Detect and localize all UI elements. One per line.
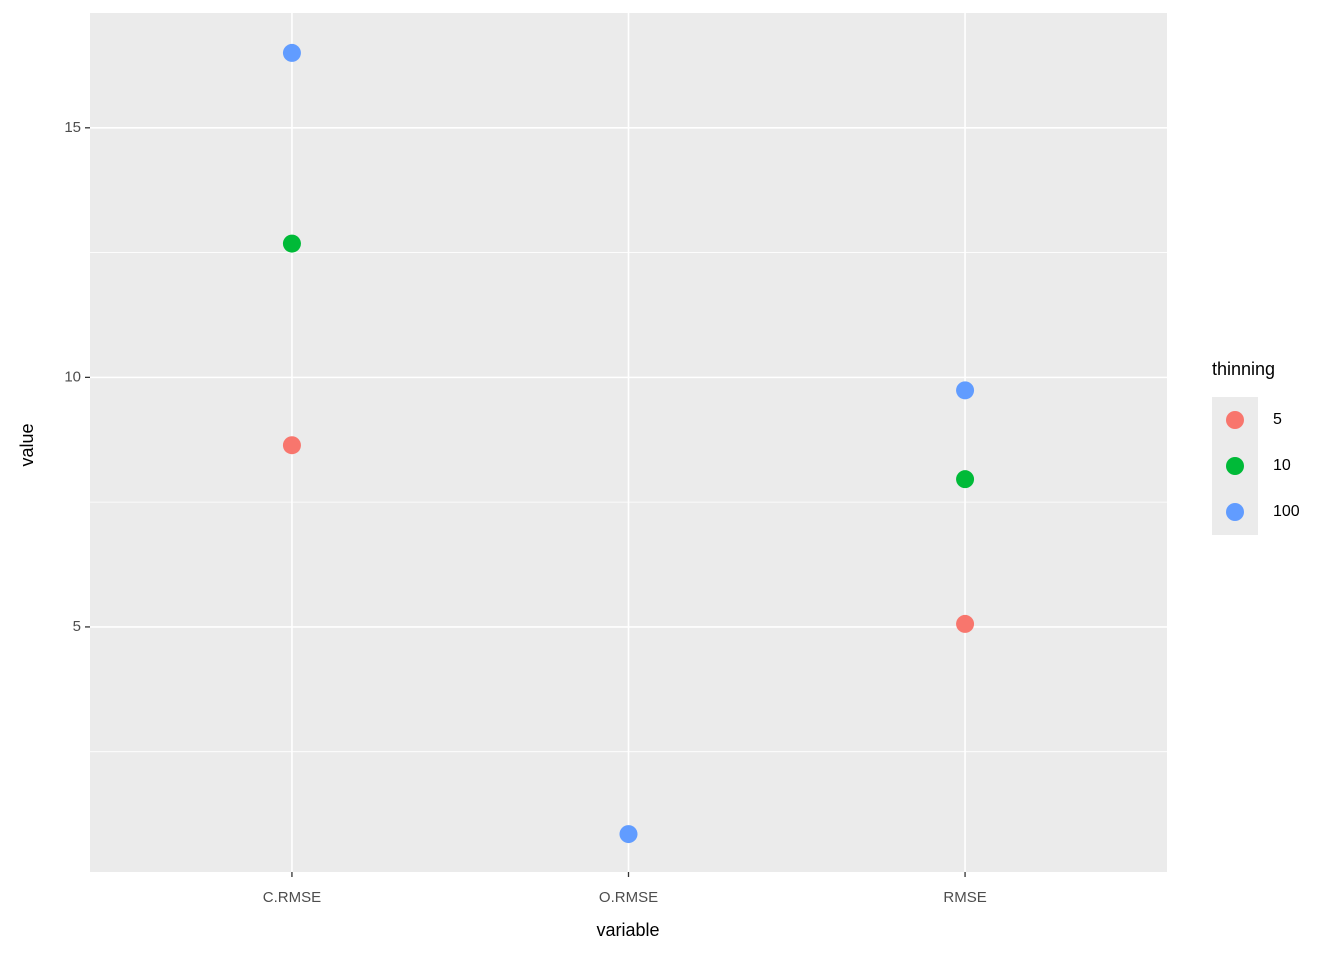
y-tick-label: 15 [64,119,81,136]
legend-title: thinning [1212,359,1275,379]
legend-key [1226,411,1244,429]
legend-key [1226,457,1244,475]
point [956,470,975,489]
y-tick-label: 5 [73,618,81,635]
x-tick-label: RMSE [943,889,986,906]
point [282,234,301,253]
legend-key [1226,503,1244,521]
legend-label: 100 [1273,503,1300,520]
legend-label: 5 [1273,411,1282,428]
x-axis-title: variable [596,920,659,940]
point [956,381,975,400]
point [956,614,975,633]
point [282,43,301,62]
point [282,436,301,455]
x-tick-label: O.RMSE [599,889,658,906]
y-axis-title: value [17,423,37,466]
x-tick-label: C.RMSE [263,889,321,906]
legend-label: 10 [1273,457,1291,474]
y-tick-label: 10 [64,368,81,385]
point [619,825,638,844]
